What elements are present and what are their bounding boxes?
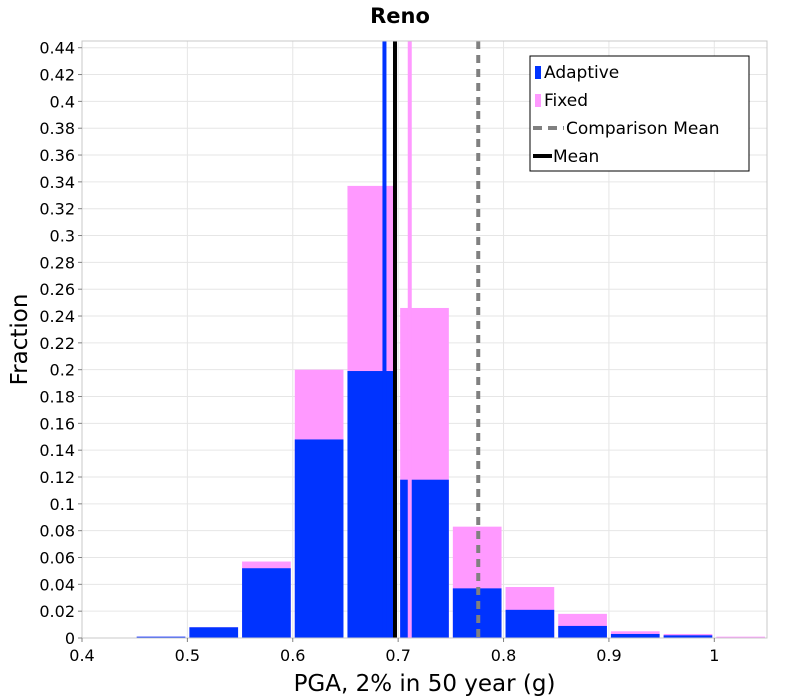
y-tick-label: 0 — [65, 629, 75, 648]
legend-label-2: Comparison Mean — [566, 119, 720, 139]
y-tick-label: 0.36 — [39, 146, 75, 165]
y-tick-label: 0.06 — [39, 549, 75, 568]
bar-adaptive-6 — [400, 479, 449, 638]
y-tick-label: 0.02 — [39, 602, 75, 621]
y-tick-label: 0.24 — [39, 307, 75, 326]
y-tick-label: 0.12 — [39, 468, 75, 487]
plot-frame — [81, 40, 768, 639]
bar-adaptive-5 — [347, 371, 397, 638]
legend: Adaptive Fixed Comparison Mean Mean — [529, 55, 750, 172]
bar-adaptive-4 — [294, 439, 344, 638]
y-tick-label: 0.3 — [50, 227, 75, 246]
y-tick-label: 0.2 — [50, 361, 75, 380]
bar-adaptive-8 — [505, 609, 555, 638]
bar-adaptive-1 — [136, 636, 186, 638]
legend-swatch-1 — [535, 94, 541, 107]
bar-adaptive-10 — [610, 633, 660, 638]
x-tick-label: 0.5 — [175, 646, 200, 665]
x-tick-label: 0.8 — [491, 646, 516, 665]
y-tick-label: 0.16 — [39, 414, 75, 433]
legend-label-1: Fixed — [544, 91, 588, 111]
y-tick-label: 0.42 — [39, 66, 75, 85]
y-tick-label: 0.18 — [39, 388, 75, 407]
x-tick-label: 0.4 — [69, 646, 94, 665]
legend-label-0: Adaptive — [544, 63, 619, 83]
y-tick-label: 0.44 — [39, 39, 75, 58]
legend-swatch-0 — [535, 66, 541, 79]
x-axis-ticks: 0.4 0.5 0.6 0.7 0.8 0.9 1 — [69, 638, 719, 665]
y-tick-label: 0.4 — [50, 92, 75, 111]
y-tick-label: 0.32 — [39, 200, 75, 219]
y-tick-label: 0.1 — [50, 495, 75, 514]
x-tick-label: 0.9 — [596, 646, 621, 665]
x-tick-label: 0.7 — [385, 646, 410, 665]
x-tick-label: 1 — [709, 646, 719, 665]
y-tick-label: 0.38 — [39, 119, 75, 138]
y-tick-label: 0.04 — [39, 575, 75, 594]
legend-box — [529, 55, 750, 172]
legend-label-3: Mean — [553, 147, 599, 167]
y-tick-label: 0.08 — [39, 522, 75, 541]
chart-title: Reno — [370, 4, 430, 28]
bars — [136, 185, 765, 638]
y-axis-label: Fraction — [7, 294, 33, 386]
bar-fixed-12 — [716, 636, 765, 638]
y-tick-label: 0.22 — [39, 334, 75, 353]
x-tick-label: 0.6 — [280, 646, 305, 665]
vertical-lines — [382, 41, 481, 638]
y-axis-ticks: 0 0.02 0.04 0.06 0.08 0.1 0.12 0.14 0.16 0.18 0.2 0… — [39, 39, 82, 648]
bar-adaptive-2 — [189, 627, 239, 638]
x-axis-label: PGA, 2% in 50 year (g) — [294, 671, 556, 697]
bar-adaptive-11 — [663, 635, 713, 638]
y-tick-label: 0.34 — [39, 173, 75, 192]
y-tick-label: 0.28 — [39, 253, 75, 272]
bar-adaptive-3 — [242, 568, 291, 638]
y-tick-label: 0.26 — [39, 280, 75, 299]
bar-adaptive-9 — [558, 625, 607, 638]
y-tick-label: 0.14 — [39, 441, 75, 460]
